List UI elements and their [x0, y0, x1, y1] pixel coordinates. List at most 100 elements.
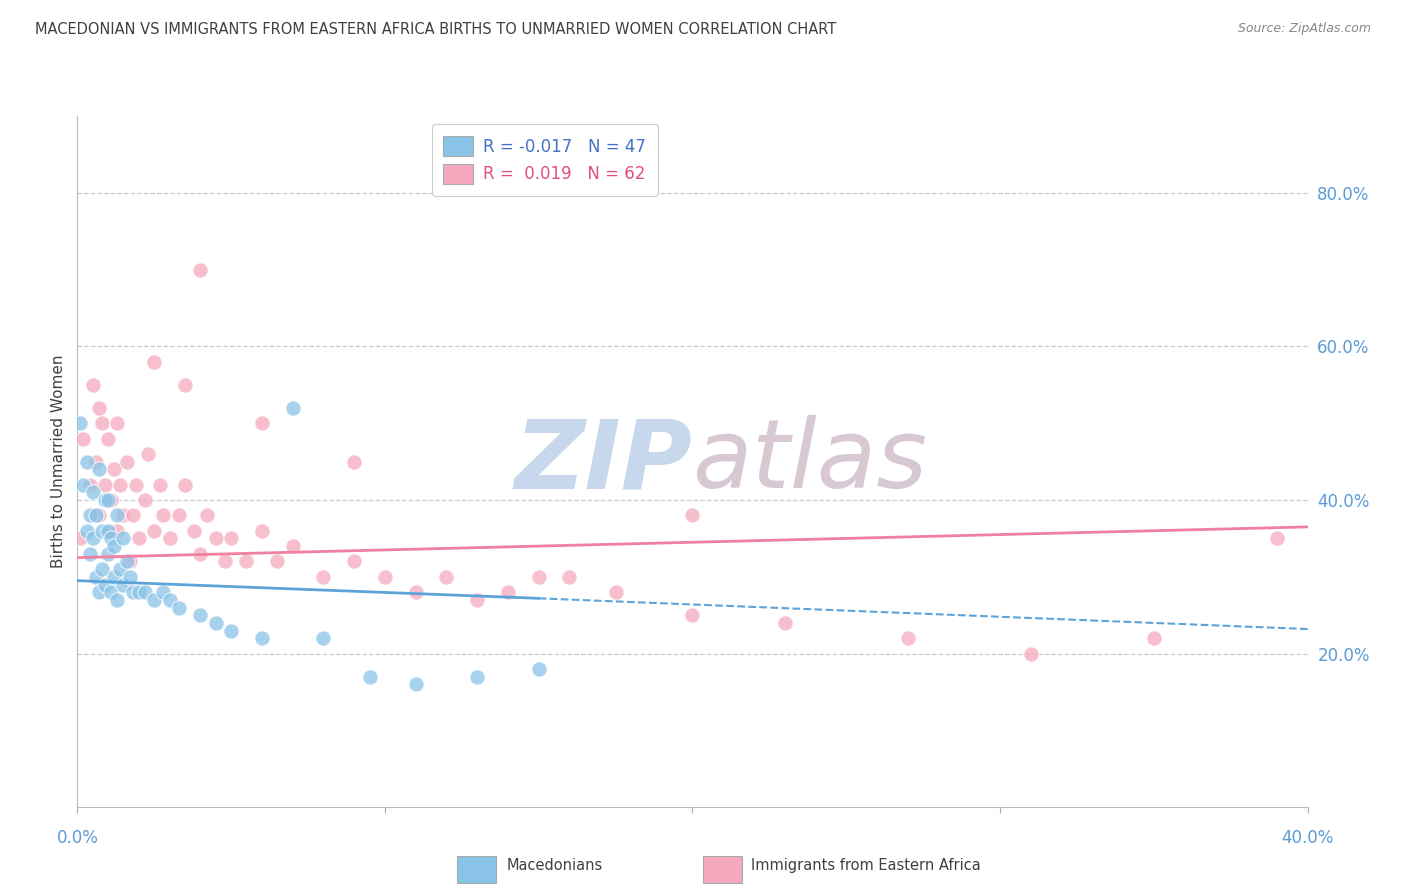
Point — [219, 532, 242, 546]
Point — [103, 570, 125, 584]
Point — [496, 585, 519, 599]
Point — [436, 570, 458, 584]
Point — [72, 432, 94, 446]
Text: 0.0%: 0.0% — [56, 830, 98, 847]
Point — [235, 554, 257, 568]
Point — [110, 562, 132, 576]
Point — [121, 585, 143, 599]
Point — [118, 570, 141, 584]
Point — [250, 524, 273, 538]
Point — [312, 632, 335, 646]
Point — [188, 547, 212, 561]
Point — [103, 462, 125, 476]
Point — [82, 485, 104, 500]
Point — [1265, 532, 1288, 546]
Point — [183, 524, 205, 538]
Point — [214, 554, 236, 568]
Point — [97, 432, 120, 446]
Point — [159, 532, 181, 546]
Point — [1019, 647, 1042, 661]
Point — [167, 508, 190, 523]
Text: Macedonians: Macedonians — [506, 858, 602, 872]
Point — [87, 462, 110, 476]
Point — [134, 585, 156, 599]
Point — [527, 662, 550, 676]
Point — [281, 539, 304, 553]
Point — [174, 477, 197, 491]
Point — [72, 477, 94, 491]
Point — [136, 447, 159, 461]
Point — [87, 585, 110, 599]
Point — [90, 416, 114, 430]
Text: Source: ZipAtlas.com: Source: ZipAtlas.com — [1237, 22, 1371, 36]
Point — [105, 592, 128, 607]
Point — [87, 508, 110, 523]
Point — [1143, 632, 1166, 646]
Point — [105, 416, 128, 430]
Point — [76, 524, 98, 538]
Point — [465, 670, 488, 684]
Point — [97, 493, 120, 508]
Point — [152, 585, 174, 599]
Point — [97, 524, 120, 538]
Point — [149, 477, 172, 491]
Point — [773, 615, 796, 630]
Point — [97, 524, 120, 538]
Legend: R = -0.017   N = 47, R =  0.019   N = 62: R = -0.017 N = 47, R = 0.019 N = 62 — [432, 124, 658, 195]
Y-axis label: Births to Unmarried Women: Births to Unmarried Women — [51, 355, 66, 568]
Point — [112, 577, 135, 591]
Point — [527, 570, 550, 584]
Point — [167, 600, 190, 615]
Point — [897, 632, 920, 646]
Point — [94, 493, 117, 508]
Point — [100, 585, 122, 599]
Point — [188, 608, 212, 623]
Point — [143, 524, 166, 538]
Point — [682, 608, 704, 623]
Point — [128, 585, 150, 599]
Point — [143, 592, 166, 607]
Point — [174, 377, 197, 392]
Point — [115, 455, 138, 469]
Point — [343, 554, 366, 568]
Point — [105, 508, 128, 523]
Point — [76, 455, 98, 469]
Point — [90, 562, 114, 576]
Point — [94, 477, 117, 491]
Point — [682, 508, 704, 523]
Point — [118, 554, 141, 568]
Point — [343, 455, 366, 469]
Point — [312, 570, 335, 584]
Point — [110, 477, 132, 491]
Point — [69, 532, 91, 546]
Text: Immigrants from Eastern Africa: Immigrants from Eastern Africa — [751, 858, 980, 872]
Point — [112, 532, 135, 546]
Point — [115, 554, 138, 568]
Point — [79, 547, 101, 561]
Point — [465, 592, 488, 607]
Point — [250, 416, 273, 430]
Point — [82, 532, 104, 546]
Point — [121, 508, 143, 523]
Point — [266, 554, 288, 568]
Point — [100, 532, 122, 546]
Point — [250, 632, 273, 646]
Point — [558, 570, 581, 584]
Point — [103, 539, 125, 553]
Point — [204, 615, 226, 630]
Point — [605, 585, 627, 599]
Point — [152, 508, 174, 523]
Point — [359, 670, 381, 684]
Point — [405, 585, 427, 599]
Point — [100, 493, 122, 508]
Text: MACEDONIAN VS IMMIGRANTS FROM EASTERN AFRICA BIRTHS TO UNMARRIED WOMEN CORRELATI: MACEDONIAN VS IMMIGRANTS FROM EASTERN AF… — [35, 22, 837, 37]
Point — [90, 524, 114, 538]
Point — [204, 532, 226, 546]
Point — [84, 508, 107, 523]
Point — [125, 477, 148, 491]
Point — [374, 570, 396, 584]
Point — [97, 547, 120, 561]
Point — [94, 577, 117, 591]
Point — [281, 401, 304, 415]
Point — [79, 508, 101, 523]
